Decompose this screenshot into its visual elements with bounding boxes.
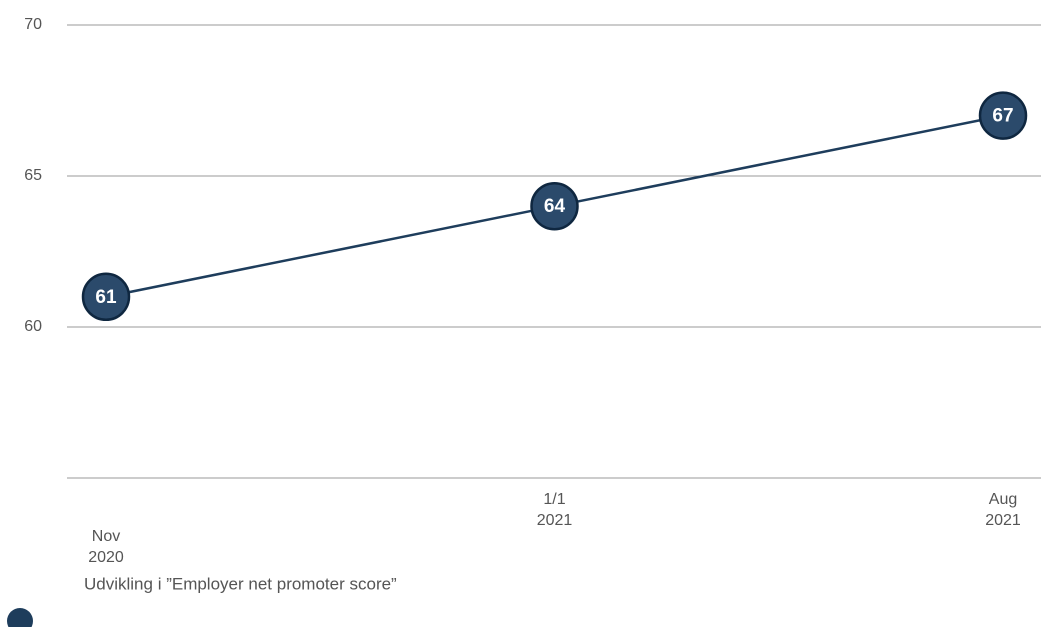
data-label: 64: [544, 196, 566, 217]
x-tick-label-line: 2020: [88, 549, 124, 566]
x-tick-label: Nov 2020: [88, 528, 124, 566]
x-tick-label-line: 2021: [537, 512, 573, 529]
point: [530, 181, 579, 231]
y-tick-label: 60: [24, 318, 42, 335]
data-label: 67: [992, 106, 1013, 127]
legend-label: Udvikling i ”Employer net promoter score…: [84, 574, 397, 593]
x-tick-label: Aug 2021: [985, 491, 1021, 529]
data-label: 61: [95, 287, 117, 308]
y-tick-label: 70: [24, 16, 42, 33]
x-tick-label-line: 1/1: [543, 491, 565, 508]
x-tick-label: 1/1 2021: [537, 491, 573, 529]
x-tick-label-line: 2021: [985, 512, 1021, 529]
x-tick-label-line: Nov: [92, 528, 120, 545]
y-tick-label: 65: [24, 167, 42, 184]
x-tick-label-line: Aug: [989, 491, 1017, 508]
point: [81, 272, 131, 322]
legend-marker: [7, 608, 33, 627]
point: [978, 91, 1028, 140]
